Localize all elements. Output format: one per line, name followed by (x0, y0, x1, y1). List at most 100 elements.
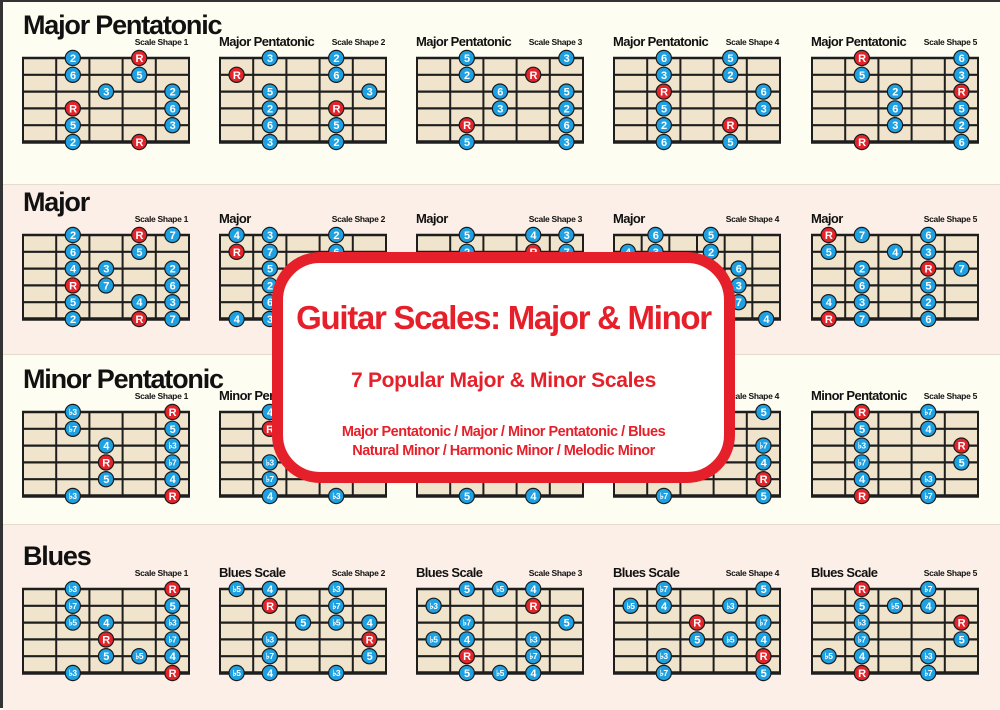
note-label: R (660, 87, 668, 99)
note-label: 5 (959, 634, 965, 646)
note-label: R (169, 584, 177, 596)
scale-note-dot (164, 226, 181, 244)
note-label: 2 (892, 87, 898, 99)
scale-note-dot (853, 420, 871, 437)
scale-row-title: Blues (23, 541, 91, 571)
note-label: 6 (70, 247, 76, 259)
note-label: ♭7 (660, 491, 669, 501)
note-label: 5 (859, 424, 865, 436)
scale-note-dot (820, 648, 837, 665)
scale-note-dot (164, 631, 181, 648)
scale-note-dot (920, 487, 937, 505)
note-label: R (463, 651, 471, 663)
note-label: ♭5 (627, 601, 636, 611)
note-label: 5 (959, 457, 965, 469)
scale-note-dot (361, 648, 378, 665)
scale-shape-label: Scale Shape 1 (135, 37, 189, 47)
note-label: ♭5 (430, 634, 439, 644)
scale-note-dot (558, 226, 575, 244)
root-note-dot (688, 614, 706, 631)
fretboard (220, 58, 386, 142)
scale-note-dot (886, 100, 904, 117)
scale-list-line-1: Major Pentatonic / Major / Minor Pentato… (341, 424, 666, 440)
scale-note-dot (64, 294, 82, 311)
root-note-dot (853, 580, 871, 598)
scale-note-dot (920, 664, 937, 682)
scale-note-dot (261, 487, 278, 505)
scale-note-dot (64, 133, 82, 151)
root-note-dot (755, 648, 772, 665)
note-label: 3 (736, 280, 742, 292)
note-label: 4 (267, 668, 274, 680)
note-label: 3 (564, 230, 570, 242)
scale-note-dot (886, 243, 904, 260)
scale-note-dot (853, 277, 871, 294)
scale-note-dot (853, 226, 871, 244)
scale-shape-label: Scale Shape 1 (135, 214, 189, 224)
note-label: 6 (267, 120, 273, 132)
note-label: ♭5 (332, 618, 341, 628)
note-label: R (858, 668, 866, 680)
note-label: 5 (464, 584, 470, 596)
root-note-dot (228, 66, 245, 84)
scale-note-dot (130, 243, 148, 260)
note-label: R (858, 53, 866, 65)
note-label: R (825, 314, 833, 326)
note-label: 3 (267, 230, 273, 242)
note-label: 4 (170, 651, 177, 663)
note-label: R (463, 120, 471, 132)
note-label: 7 (736, 297, 742, 309)
scale-note-dot (64, 403, 82, 421)
fretboard (23, 58, 189, 142)
note-label: 4 (826, 297, 833, 309)
scale-note-dot (261, 133, 278, 151)
note-label: 4 (892, 247, 899, 259)
root-note-dot (920, 260, 937, 277)
scale-note-dot (458, 631, 475, 648)
scale-note-dot (730, 260, 747, 277)
scale-shape-label: Scale Shape 1 (135, 568, 189, 578)
note-label: 3 (267, 137, 273, 149)
note-label: ♭3 (660, 651, 669, 661)
note-label: 5 (761, 491, 767, 503)
root-note-dot (97, 631, 115, 648)
note-label: ♭5 (135, 651, 144, 661)
note-label: ♭3 (924, 651, 933, 661)
note-label: 7 (103, 280, 109, 292)
note-label: ♭3 (69, 407, 78, 417)
note-label: 4 (925, 601, 932, 613)
scale-note-dot (886, 83, 904, 100)
scale-note-dot (525, 664, 542, 682)
scale-note-dot (261, 648, 278, 665)
scale-note-dot (64, 614, 82, 631)
note-label: 5 (761, 584, 767, 596)
scale-note-dot (647, 226, 664, 244)
scale-note-dot (164, 294, 181, 311)
note-label: R (858, 491, 866, 503)
scale-shape-label: Scale Shape 5 (924, 391, 978, 401)
note-label: 5 (727, 53, 733, 65)
note-label: 3 (267, 53, 273, 65)
scale-note-dot (558, 100, 575, 117)
note-label: 5 (859, 601, 865, 613)
note-label: 2 (70, 230, 76, 242)
note-label: ♭7 (266, 651, 275, 661)
scale-note-dot (757, 310, 775, 328)
note-label: 6 (267, 297, 273, 309)
note-label: 5 (761, 668, 767, 680)
scale-note-dot (64, 226, 82, 244)
note-label: 4 (70, 264, 77, 276)
scale-note-dot (655, 487, 673, 505)
scale-note-dot (525, 648, 542, 665)
note-label: R (102, 634, 110, 646)
scale-shape-label: Scale Shape 2 (332, 214, 386, 224)
note-label: ♭7 (858, 634, 867, 644)
note-label: R (858, 407, 866, 419)
note-label: 4 (925, 424, 932, 436)
root-note-dot (853, 487, 871, 505)
note-label: 5 (300, 618, 306, 630)
scale-note-dot (328, 487, 345, 505)
note-label: 3 (170, 297, 176, 309)
note-label: 3 (661, 70, 667, 82)
scale-shape-label: Scale Shape 3 (529, 568, 583, 578)
